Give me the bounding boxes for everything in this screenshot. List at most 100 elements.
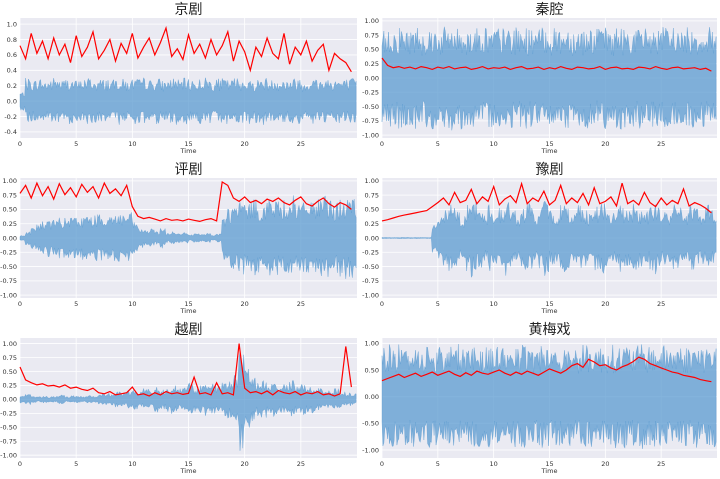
y-tick-label: 0.75 [365, 191, 379, 199]
x-tick-label: 20 [601, 460, 609, 468]
x-axis-label: Time [180, 467, 197, 475]
y-tick-label: -1.00 [0, 291, 17, 299]
x-tick-label: 15 [545, 460, 553, 468]
y-tick-label: -0.75 [362, 277, 379, 285]
y-tick-label: 0.50 [365, 46, 379, 54]
y-tick-label: -0.75 [0, 277, 17, 285]
x-tick-label: 25 [297, 300, 305, 308]
y-tick-label: 0.25 [365, 60, 379, 68]
subplot-title: 京剧 [175, 2, 203, 18]
waveform-series [19, 77, 357, 125]
x-tick-label: 5 [74, 460, 78, 468]
subplot-5: -1.00 -0.75 -0.50 -0.25 0.00 0.25 0.50 0.75 1.00… [0, 322, 357, 475]
waveform-series [381, 26, 717, 131]
subplot-title: 黄梅戏 [529, 321, 571, 338]
x-tick-label: 5 [436, 300, 440, 308]
x-tick-label: 5 [436, 140, 440, 148]
x-tick-label: 5 [74, 300, 78, 308]
y-tick-label: 1.00 [365, 17, 379, 25]
x-tick-label: 25 [657, 460, 665, 468]
waveform-series [381, 344, 717, 449]
y-tick-label: -0.50 [0, 424, 17, 432]
subplot-title: 豫剧 [536, 162, 564, 178]
y-tick-label: -0.25 [362, 89, 379, 97]
y-tick-label: 0.00 [365, 74, 379, 82]
x-tick-label: 0 [380, 140, 384, 148]
x-axis-label: Time [180, 147, 197, 155]
x-tick-label: 15 [545, 300, 553, 308]
y-tick-label: 0.75 [365, 31, 379, 39]
subplot-3: -1.00 -0.75 -0.50 -0.25 0.00 0.25 0.50 0.75 1.00… [0, 162, 357, 315]
x-tick-label: 25 [297, 460, 305, 468]
x-tick-label: 25 [657, 140, 665, 148]
x-axis-label: Time [180, 307, 197, 315]
y-tick-label: 0.6 [7, 51, 17, 59]
x-tick-label: 20 [601, 140, 609, 148]
y-tick-label: 0.50 [365, 366, 379, 374]
y-tick-label: -0.75 [0, 438, 17, 446]
y-tick-label: 0.25 [365, 220, 379, 228]
y-tick-label: 1.0 [7, 20, 17, 28]
envelope-series [19, 181, 352, 223]
y-tick-label: 0.50 [3, 368, 17, 376]
envelope-series [381, 356, 712, 383]
y-tick-label: -1.00 [362, 446, 379, 454]
y-tick-label: 1.00 [365, 340, 379, 348]
x-tick-label: 20 [601, 300, 609, 308]
envelope-series [381, 57, 712, 72]
y-tick-label: 0.00 [365, 234, 379, 242]
y-tick-label: -0.50 [362, 420, 379, 428]
x-tick-label: 5 [74, 140, 78, 148]
subplot-1: -0.4 -0.2 0.0 0.2 0.4 0.6 0.8 1.0 0 5 10 15 20 25 Time… [4, 2, 357, 155]
y-tick-label: 1.00 [3, 340, 17, 348]
y-tick-label: -0.75 [362, 117, 379, 125]
waveform-series [19, 195, 357, 279]
y-tick-label: -0.50 [362, 103, 379, 111]
x-tick-label: 10 [490, 140, 498, 148]
y-tick-label: 0.75 [3, 354, 17, 362]
subplot-title: 评剧 [175, 162, 203, 178]
x-tick-label: 10 [490, 460, 498, 468]
x-tick-label: 0 [18, 300, 22, 308]
y-tick-label: 0.75 [3, 191, 17, 199]
x-tick-label: 15 [184, 300, 192, 308]
envelope-series [381, 181, 712, 222]
waveform-series [19, 352, 357, 451]
x-tick-label: 20 [241, 140, 249, 148]
subplot-4: -1.00 -0.75 -0.50 -0.25 0.00 0.25 0.50 0.75 1.00… [362, 162, 717, 315]
y-tick-label: 0.50 [3, 206, 17, 214]
subplot-6: -1.00 -0.50 0.00 0.50 1.00 0 5 10 15 20 25 Time 黄梅戏 [362, 321, 717, 475]
y-tick-label: 0.00 [3, 396, 17, 404]
y-tick-label: -0.25 [362, 249, 379, 257]
x-tick-label: 10 [490, 300, 498, 308]
x-tick-label: 10 [128, 300, 136, 308]
y-tick-label: 0.25 [3, 382, 17, 390]
x-tick-label: 0 [18, 140, 22, 148]
y-tick-label: 1.00 [3, 177, 17, 185]
x-tick-label: 5 [436, 460, 440, 468]
y-tick-label: 0.00 [3, 234, 17, 242]
waveform-series [381, 200, 717, 278]
y-tick-label: -0.50 [0, 263, 17, 271]
x-tick-label: 25 [657, 300, 665, 308]
x-axis-label: Time [541, 307, 558, 315]
x-tick-label: 10 [128, 460, 136, 468]
x-axis-label: Time [541, 147, 558, 155]
x-axis-label: Time [541, 467, 558, 475]
envelope-series [19, 343, 352, 397]
y-tick-label: -1.00 [362, 291, 379, 299]
y-tick-label: -0.4 [4, 128, 17, 136]
x-tick-label: 0 [380, 300, 384, 308]
y-tick-label: -0.2 [4, 113, 17, 121]
x-tick-label: 20 [241, 460, 249, 468]
x-tick-label: 10 [128, 140, 136, 148]
y-tick-label: -1.00 [0, 452, 17, 460]
y-tick-label: 0.25 [3, 220, 17, 228]
y-tick-label: 0.4 [7, 67, 17, 75]
subplot-title: 越剧 [175, 322, 203, 338]
y-tick-label: 0.2 [7, 82, 17, 90]
y-tick-label: 0.50 [365, 206, 379, 214]
x-tick-label: 0 [380, 460, 384, 468]
subplot-2: -1.00 -0.75 -0.50 -0.25 0.00 0.25 0.50 0.75 1.00… [362, 2, 717, 155]
